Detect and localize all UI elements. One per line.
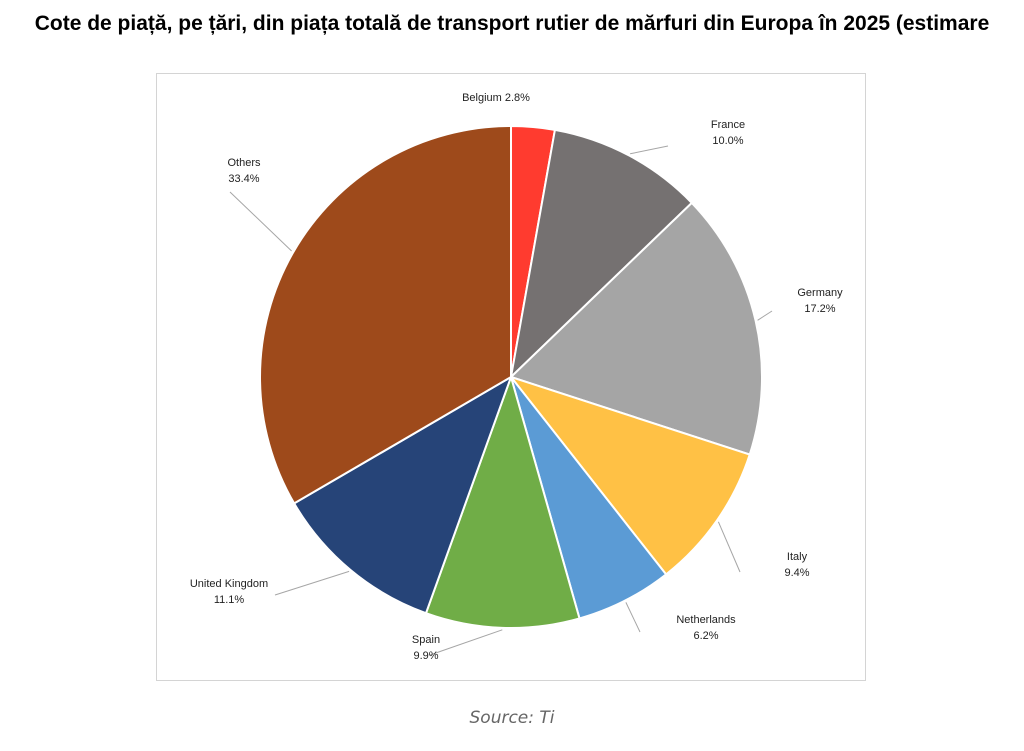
data-label-belgium: Belgium 2.8% — [462, 92, 530, 104]
leader-line-others — [229, 191, 292, 252]
slice-germany — [509, 201, 764, 456]
leader-line-italy — [717, 521, 741, 573]
data-label-spain: Spain 9.9% — [412, 634, 440, 662]
pie-slices — [259, 124, 764, 629]
leader-line-netherlands — [625, 602, 641, 633]
data-label-netherlands: Netherlands 6.2% — [676, 614, 736, 642]
slice-united-kingdom — [292, 374, 513, 615]
slice-france — [509, 128, 694, 380]
source-note: Source: Ti — [469, 708, 555, 728]
chart-title: Cote de piață, pe țări, din piața totală… — [34, 12, 990, 35]
data-label-france: France 10.0% — [711, 119, 745, 147]
data-label-others: Others 33.4% — [227, 157, 261, 185]
data-labels: Belgium 2.8% France 10.0% Germany 17.2% Italy… — [190, 92, 843, 662]
slice-others — [259, 124, 512, 505]
slice-italy — [508, 375, 751, 576]
leader-line-united-kingdom — [274, 570, 350, 596]
data-label-italy: Italy 9.4% — [784, 551, 809, 579]
leader-lines — [229, 145, 773, 656]
leader-line-spain — [429, 629, 503, 656]
data-label-united-kingdom: United Kingdom 11.1% — [190, 578, 268, 606]
data-label-germany: Germany 17.2% — [797, 287, 843, 315]
leader-line-germany — [757, 310, 773, 321]
slice-spain — [424, 373, 581, 629]
leader-line-france — [629, 145, 669, 155]
